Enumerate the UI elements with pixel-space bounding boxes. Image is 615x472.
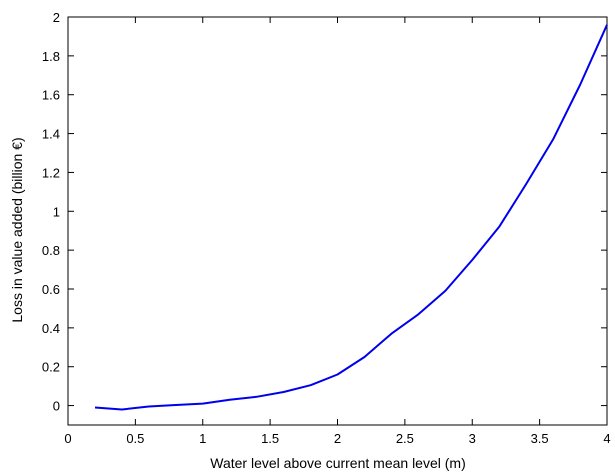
y-tick-label: 1.8: [42, 49, 60, 64]
x-tick-label: 2.5: [396, 431, 414, 446]
y-tick-label: 0.8: [42, 243, 60, 258]
x-tick-label: 0: [64, 431, 71, 446]
x-tick-label: 1: [199, 431, 206, 446]
y-tick-label: 1: [53, 204, 60, 219]
x-tick-label: 2: [334, 431, 341, 446]
y-tick-label: 2: [53, 10, 60, 25]
y-tick-label: 0.6: [42, 282, 60, 297]
series-line: [94, 24, 608, 411]
y-axis-label: Loss in value added (billion €): [9, 137, 25, 322]
x-tick-label: 0.5: [126, 431, 144, 446]
y-axis-ticks: 0 0.2 0.4 0.6 0.8 1 1.2 1.4 1.6 1.8 2: [42, 10, 607, 414]
x-axis-ticks: 0 0.5 1 1.5 2 2.5 3 3.5 4: [64, 17, 611, 446]
y-tick-label: 0: [53, 399, 60, 414]
y-tick-label: 1.6: [42, 88, 60, 103]
y-tick-label: 1.2: [42, 165, 60, 180]
plot-area: [67, 16, 608, 426]
x-axis-label: Water level above current mean level (m): [210, 455, 465, 471]
x-tick-label: 3.5: [531, 431, 549, 446]
x-tick-label: 1.5: [261, 431, 279, 446]
y-tick-label: 0.4: [42, 321, 60, 336]
series-lines: [94, 24, 608, 411]
y-tick-label: 0.2: [42, 360, 60, 375]
plot-frame: [67, 16, 608, 426]
x-tick-label: 3: [469, 431, 476, 446]
y-tick-label: 1.4: [42, 127, 60, 142]
x-tick-label: 4: [603, 431, 610, 446]
